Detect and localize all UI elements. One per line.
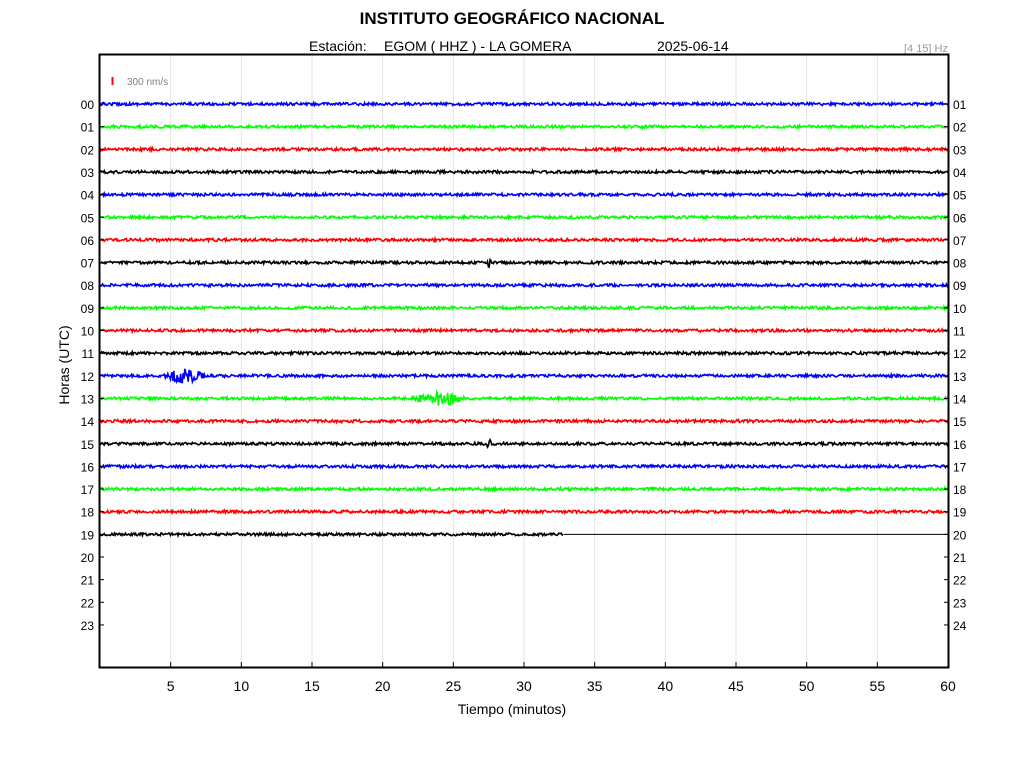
trace-hour-17 — [99, 485, 949, 493]
y-tick-label-right: 08 — [953, 257, 967, 271]
filter-band-label: [4 15] Hz — [903, 43, 948, 55]
y-tick-label-right: 02 — [953, 121, 967, 135]
y-tick-label-right: 19 — [953, 506, 967, 520]
scale-bar-mark — [111, 77, 114, 85]
grid — [170, 55, 878, 667]
y-axis-label: Horas (UTC) — [56, 325, 72, 405]
y-tick-label-right: 11 — [953, 325, 966, 339]
y-tick-label-left: 02 — [81, 143, 95, 157]
trace-hour-16 — [99, 462, 949, 470]
x-tick-label: 25 — [446, 678, 462, 694]
y-tick-label-right: 21 — [953, 551, 967, 565]
y-tick-label-right: 22 — [953, 574, 967, 588]
trace-hour-18 — [99, 507, 949, 516]
trace-hour-00 — [99, 100, 949, 108]
trace-hour-05 — [99, 213, 949, 222]
y-tick-label-left: 14 — [81, 415, 95, 429]
y-tick-label-left: 08 — [81, 279, 95, 293]
x-tick-label: 5 — [167, 678, 175, 694]
scale-bar: 300 nm/s — [111, 77, 168, 88]
y-tick-label-left: 22 — [81, 596, 95, 610]
x-tick-label: 20 — [375, 678, 391, 694]
y-tick-label-left: 17 — [81, 483, 95, 497]
y-tick-label-left: 18 — [81, 506, 95, 520]
x-tick-label: 35 — [587, 678, 603, 694]
y-tick-label-right: 09 — [953, 279, 967, 293]
trace-hour-01 — [99, 122, 949, 131]
y-tick-label-right: 03 — [953, 143, 967, 157]
plot-frame — [98, 53, 950, 669]
y-tick-label-right: 16 — [953, 438, 967, 452]
y-tick-label-left: 07 — [81, 257, 95, 271]
trace-hour-02 — [99, 145, 949, 154]
x-tick-label: 30 — [516, 678, 532, 694]
x-tick-label: 60 — [940, 678, 956, 694]
y-tick-label-left: 23 — [81, 619, 95, 633]
date-label: 2025-06-14 — [657, 38, 729, 54]
axis-ticks: 5 10 15 20 25 30 35 40 45 50 55 60 00 01 02 03 04 05 06 07 0… — [81, 98, 967, 694]
y-tick-label-right: 18 — [953, 483, 967, 497]
x-tick-label: 50 — [799, 678, 815, 694]
x-tick-label: 55 — [870, 678, 886, 694]
y-tick-label-right: 06 — [953, 211, 967, 225]
y-tick-label-left: 05 — [81, 211, 95, 225]
seismic-traces — [99, 100, 949, 539]
y-tick-label-right: 15 — [953, 415, 967, 429]
x-axis-label: Tiempo (minutos) — [457, 701, 567, 717]
y-tick-label-right: 24 — [953, 619, 967, 633]
trace-hour-13 — [99, 389, 949, 406]
y-tick-label-right: 07 — [953, 234, 967, 248]
station-value: EGOM ( HHZ ) - LA GOMERA — [384, 38, 572, 54]
y-tick-label-left: 19 — [81, 528, 95, 542]
scale-bar-label: 300 nm/s — [127, 77, 168, 88]
y-tick-label-left: 11 — [82, 347, 95, 361]
y-tick-label-left: 13 — [81, 392, 95, 406]
x-tick-label: 45 — [728, 678, 744, 694]
y-tick-label-right: 10 — [953, 302, 967, 316]
y-tick-label-left: 15 — [81, 438, 95, 452]
y-tick-label-right: 13 — [953, 370, 967, 384]
y-tick-label-right: 17 — [953, 460, 967, 474]
trace-hour-07 — [99, 257, 949, 269]
trace-hour-12 — [99, 368, 949, 385]
trace-hour-08 — [99, 281, 949, 290]
y-tick-label-right: 01 — [953, 98, 967, 112]
y-tick-label-left: 20 — [81, 551, 95, 565]
trace-hour-14 — [99, 417, 949, 425]
trace-hour-10 — [99, 326, 949, 335]
trace-hour-11 — [99, 349, 949, 358]
y-tick-label-right: 23 — [953, 596, 967, 610]
x-tick-label: 15 — [304, 678, 320, 694]
y-tick-label-right: 12 — [953, 347, 967, 361]
trace-hour-04 — [99, 190, 949, 199]
y-tick-label-right: 05 — [953, 189, 967, 203]
trace-hour-09 — [99, 303, 949, 312]
trace-hour-06 — [100, 235, 949, 244]
y-tick-label-left: 01 — [81, 121, 95, 135]
x-tick-label: 40 — [658, 678, 674, 694]
y-tick-label-left: 04 — [81, 189, 95, 203]
y-tick-label-right: 14 — [953, 392, 967, 406]
station-label: Estación: — [309, 38, 367, 54]
trace-hour-03 — [99, 168, 949, 176]
y-tick-label-left: 16 — [81, 460, 95, 474]
chart-title: INSTITUTO GEOGRÁFICO NACIONAL — [359, 9, 665, 28]
y-tick-label-left: 03 — [81, 166, 95, 180]
trace-hour-19 — [99, 530, 564, 539]
y-tick-label-left: 10 — [81, 325, 95, 339]
y-tick-label-right: 04 — [953, 166, 967, 180]
x-tick-label: 10 — [234, 678, 250, 694]
trace-hour-15 — [99, 437, 949, 449]
y-tick-label-left: 21 — [81, 574, 95, 588]
y-tick-label-left: 00 — [81, 98, 95, 112]
y-tick-label-left: 09 — [81, 302, 95, 316]
y-tick-label-right: 20 — [953, 528, 967, 542]
y-tick-label-left: 06 — [81, 234, 95, 248]
y-tick-label-left: 12 — [81, 370, 95, 384]
